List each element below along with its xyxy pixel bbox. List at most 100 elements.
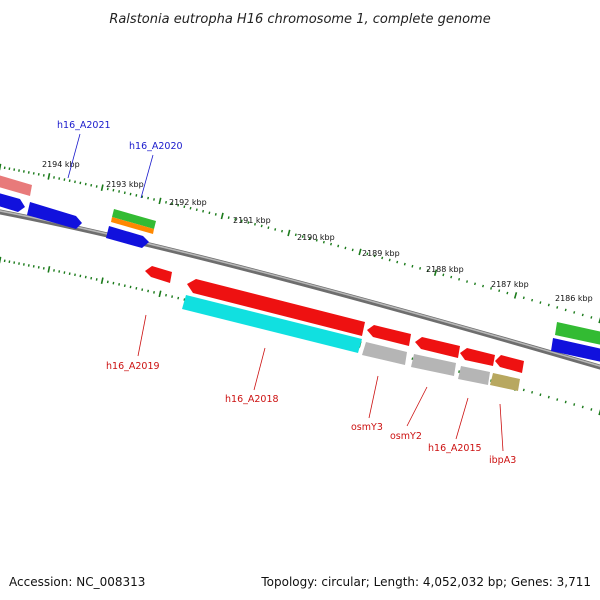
feature-green[interactable] bbox=[112, 209, 156, 229]
minor-tick bbox=[123, 191, 126, 195]
minor-tick bbox=[547, 303, 550, 307]
map-title: Ralstonia eutropha H16 chromosome 1, com… bbox=[109, 12, 490, 27]
gene-label-h16-a2021[interactable]: h16_A2021 bbox=[57, 120, 111, 131]
feature-grey[interactable] bbox=[458, 366, 490, 385]
gene-label-osmy3[interactable]: osmY3 bbox=[351, 422, 383, 433]
minor-tick bbox=[442, 273, 445, 277]
minor-tick bbox=[498, 289, 501, 293]
tick-label: 2189 kbp bbox=[362, 249, 400, 258]
minor-tick bbox=[281, 229, 283, 233]
minor-tick bbox=[141, 195, 144, 199]
forward-gene-labels: h16_A2021 h16_A2020 bbox=[57, 120, 183, 199]
minor-tick bbox=[129, 192, 132, 196]
minor-tick bbox=[308, 237, 311, 240]
major-tick bbox=[47, 266, 51, 273]
gene-label-ibpa3[interactable]: ibpA3 bbox=[489, 455, 516, 466]
minor-tick bbox=[473, 282, 477, 286]
leader-line bbox=[137, 314, 147, 357]
leader-line bbox=[140, 154, 154, 199]
minor-tick bbox=[330, 242, 333, 246]
tick-label: 2191 kbp bbox=[233, 216, 271, 225]
minor-tick bbox=[381, 256, 384, 260]
feature-orange[interactable] bbox=[111, 217, 154, 234]
feature-grey[interactable] bbox=[362, 342, 407, 365]
feature-cyan-a2018[interactable] bbox=[182, 295, 362, 353]
minor-tick bbox=[214, 213, 217, 216]
minor-tick bbox=[458, 277, 461, 281]
major-tick bbox=[598, 409, 600, 416]
minor-tick bbox=[135, 194, 138, 197]
major-tick bbox=[158, 197, 162, 205]
tick-label: 2193 kbp bbox=[106, 180, 144, 189]
leader-line bbox=[253, 347, 266, 391]
reverse-features bbox=[145, 266, 524, 391]
feature-blue[interactable] bbox=[0, 192, 25, 212]
gene-label-h16-a2015[interactable]: h16_A2015 bbox=[428, 443, 482, 454]
minor-tick bbox=[564, 308, 567, 312]
minor-tick bbox=[482, 284, 485, 288]
minor-tick bbox=[581, 313, 584, 317]
major-tick bbox=[358, 248, 362, 256]
feature-red-a2019[interactable] bbox=[145, 266, 172, 283]
minor-tick bbox=[165, 200, 167, 204]
tick-labels: 2194 kbp 2193 kbp 2192 kbp 2191 kbp 2190… bbox=[42, 160, 593, 303]
minor-tick bbox=[118, 190, 121, 193]
minor-tick bbox=[90, 183, 93, 187]
minor-tick bbox=[590, 408, 593, 411]
tick-label: 2186 kbp bbox=[555, 294, 593, 303]
minor-tick bbox=[165, 293, 167, 297]
minor-tick bbox=[208, 211, 211, 215]
minor-tick bbox=[68, 179, 71, 183]
feature-grey[interactable] bbox=[411, 354, 456, 376]
feature-red-ibpa3[interactable] bbox=[495, 355, 524, 373]
minor-tick bbox=[539, 393, 542, 397]
minor-tick bbox=[556, 306, 559, 309]
feature-red-a2018[interactable] bbox=[187, 279, 365, 336]
major-tick bbox=[287, 229, 291, 237]
minor-tick bbox=[183, 298, 186, 301]
minor-tick bbox=[247, 221, 250, 224]
minor-tick bbox=[294, 233, 297, 237]
major-tick bbox=[598, 317, 600, 324]
forward-features bbox=[0, 174, 600, 362]
minor-tick bbox=[254, 222, 256, 226]
minor-tick bbox=[564, 400, 567, 404]
major-tick bbox=[158, 290, 162, 298]
minor-tick bbox=[522, 296, 525, 300]
minor-tick bbox=[458, 370, 461, 373]
minor-tick bbox=[373, 254, 376, 258]
minor-tick bbox=[129, 285, 132, 289]
minor-tick bbox=[411, 357, 414, 361]
minor-tick bbox=[260, 224, 263, 228]
minor-tick bbox=[450, 275, 453, 279]
minor-tick bbox=[315, 238, 318, 242]
minor-tick bbox=[153, 198, 155, 201]
major-tick bbox=[100, 184, 104, 191]
genome-backbone bbox=[0, 209, 600, 370]
minor-tick bbox=[573, 311, 576, 314]
feature-blue[interactable] bbox=[551, 338, 600, 362]
feature-blue-a2020[interactable] bbox=[106, 226, 149, 248]
gene-label-h16-a2020[interactable]: h16_A2020 bbox=[129, 141, 183, 152]
gene-label-h16-a2019[interactable]: h16_A2019 bbox=[106, 361, 160, 372]
feature-red-a2015[interactable] bbox=[460, 348, 495, 366]
feature-pink[interactable] bbox=[0, 174, 32, 196]
minor-tick bbox=[106, 280, 109, 284]
feature-blue[interactable] bbox=[27, 202, 82, 229]
minor-tick bbox=[84, 275, 87, 279]
tick-label: 2187 kbp bbox=[491, 280, 529, 289]
gene-label-h16-a2018[interactable]: h16_A2018 bbox=[225, 394, 279, 405]
feature-olive[interactable] bbox=[490, 373, 520, 391]
minor-tick bbox=[366, 252, 369, 256]
minor-tick bbox=[240, 219, 243, 223]
gene-label-osmy2[interactable]: osmY2 bbox=[390, 431, 422, 442]
major-tick bbox=[220, 212, 224, 220]
minor-tick bbox=[177, 203, 180, 207]
feature-red-osmy2[interactable] bbox=[415, 337, 460, 358]
feature-red-osmy3[interactable] bbox=[367, 325, 411, 346]
minor-tick bbox=[301, 235, 304, 238]
major-tick bbox=[47, 173, 51, 180]
feature-green[interactable] bbox=[555, 322, 600, 345]
minor-tick bbox=[112, 188, 115, 192]
